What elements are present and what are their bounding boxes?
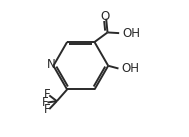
Text: F: F: [44, 89, 50, 102]
Text: F: F: [42, 96, 48, 109]
Text: N: N: [47, 58, 56, 71]
Text: F: F: [44, 103, 50, 116]
Text: O: O: [101, 10, 110, 23]
Text: OH: OH: [122, 27, 140, 40]
Text: OH: OH: [122, 62, 139, 75]
